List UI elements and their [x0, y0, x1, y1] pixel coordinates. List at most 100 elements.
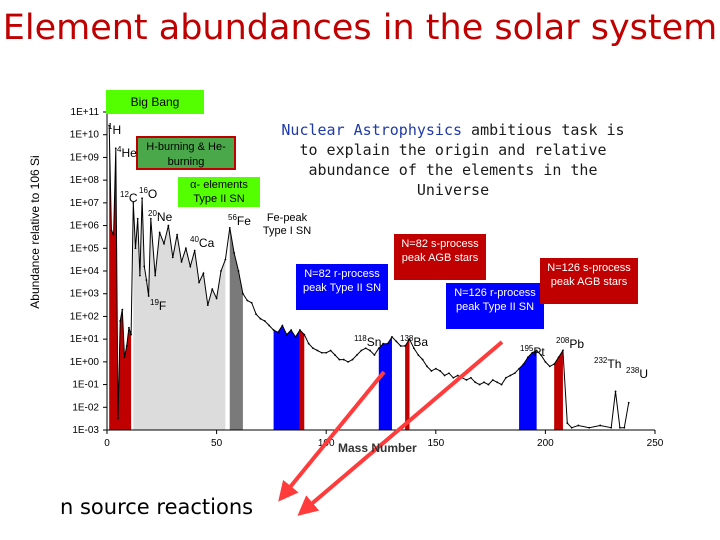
nuclide-u: 238U	[626, 366, 649, 381]
data-point	[412, 347, 415, 350]
big-bang-label: Big Bang	[130, 95, 180, 109]
alpha-elements-label: α- elements Type II SN	[190, 179, 248, 205]
data-point	[145, 279, 148, 281]
data-point	[312, 347, 314, 350]
data-point	[500, 383, 503, 386]
x-tick-label: 50	[211, 438, 223, 449]
h-burning-label: H-burning & He-burning	[146, 141, 226, 168]
nuclide-sn: 118Sn	[354, 334, 382, 349]
data-point	[557, 356, 560, 359]
y-tick-label: 1E-01	[72, 380, 99, 391]
data-point	[421, 358, 424, 361]
data-point	[623, 426, 626, 429]
shaded-region-8	[554, 350, 563, 430]
x-tick-label: 250	[647, 438, 664, 449]
nuclide-th: 232Th	[594, 356, 622, 371]
data-point	[360, 349, 363, 352]
data-point	[610, 426, 613, 429]
data-point	[452, 376, 455, 379]
data-point	[147, 295, 150, 297]
data-point	[206, 304, 209, 306]
note-highlight: Nuclear Astrophysics	[281, 121, 463, 139]
y-tick-label: 1E+10	[70, 130, 100, 141]
arrow-r-process	[278, 370, 386, 502]
data-point	[167, 224, 170, 227]
shaded-region-2	[229, 227, 243, 430]
data-point	[154, 274, 157, 277]
data-point	[316, 349, 319, 352]
data-point	[588, 426, 591, 429]
shaded-region-7	[519, 350, 537, 430]
data-point	[281, 324, 284, 327]
x-axis-label: Mass Number	[338, 441, 417, 455]
data-point	[114, 147, 117, 150]
n126-r-process-box: N=126 r-process peak Type II SN	[446, 283, 544, 329]
data-point	[614, 390, 617, 393]
data-point	[185, 247, 187, 250]
data-point	[430, 370, 433, 372]
nuclide-pb: 208Pb	[556, 336, 585, 351]
data-point	[342, 358, 345, 361]
nuclide-pt: 195Pt	[520, 344, 545, 359]
n82-s-process-box: N=82 s-process peak AGB stars	[394, 234, 486, 280]
data-point	[171, 256, 174, 259]
data-point	[130, 333, 133, 336]
n82-r-process-label: N=82 r-process peak Type II SN	[302, 268, 382, 294]
data-point	[443, 374, 446, 377]
data-point	[220, 270, 222, 272]
big-bang-box: Big Bang	[106, 90, 204, 114]
data-point	[117, 417, 119, 420]
data-point	[535, 349, 538, 352]
nuclide-fe: 56Fe	[228, 213, 251, 228]
data-point	[469, 376, 472, 379]
data-point	[439, 370, 442, 372]
data-point	[465, 379, 468, 381]
data-point	[627, 401, 630, 404]
data-point	[417, 354, 420, 356]
data-point	[347, 360, 350, 363]
data-point	[548, 365, 551, 368]
data-point	[566, 422, 569, 425]
data-point	[382, 342, 385, 345]
shaded-region-4	[299, 330, 305, 430]
data-point	[128, 326, 130, 329]
data-point	[562, 349, 564, 352]
data-point	[123, 356, 126, 359]
nuclide-ne: 20Ne	[148, 209, 173, 224]
x-tick-label: 150	[427, 438, 444, 449]
data-point	[233, 251, 236, 254]
data-point	[395, 340, 398, 343]
data-point	[599, 424, 602, 427]
nuclide-o: 16O	[139, 186, 158, 201]
data-point	[180, 261, 183, 263]
nuclide-h: 1H	[108, 122, 122, 137]
data-point	[298, 329, 301, 331]
data-point	[553, 363, 556, 366]
data-point	[544, 360, 547, 363]
data-point	[483, 381, 485, 384]
y-tick-label: 1E+09	[70, 152, 100, 163]
data-point	[250, 301, 253, 304]
data-point	[474, 381, 477, 384]
data-point	[198, 281, 200, 284]
data-point	[176, 233, 179, 236]
n126-r-process-label: N=126 r-process peak Type II SN	[454, 287, 536, 313]
y-tick-label: 1E+05	[70, 243, 100, 254]
n82-r-process-box: N=82 r-process peak Type II SN	[296, 264, 388, 310]
data-point	[496, 381, 499, 384]
data-point	[285, 333, 288, 336]
slide-title: Element abundances in the solar system	[2, 8, 718, 48]
data-point	[242, 292, 244, 295]
data-point	[570, 426, 573, 429]
shaded-region-0	[109, 125, 132, 430]
nuclide-f: 19F	[150, 298, 167, 313]
data-point	[373, 354, 376, 356]
y-tick-label: 1E+02	[70, 311, 100, 322]
data-point	[268, 324, 271, 327]
data-point	[491, 379, 494, 381]
fe-peak-label: Fe-peak Type I SN	[262, 212, 312, 237]
data-point	[364, 347, 367, 350]
n82-s-process-label: N=82 s-process peak AGB stars	[401, 238, 479, 264]
abundance-line	[108, 125, 630, 429]
data-point	[237, 270, 240, 272]
